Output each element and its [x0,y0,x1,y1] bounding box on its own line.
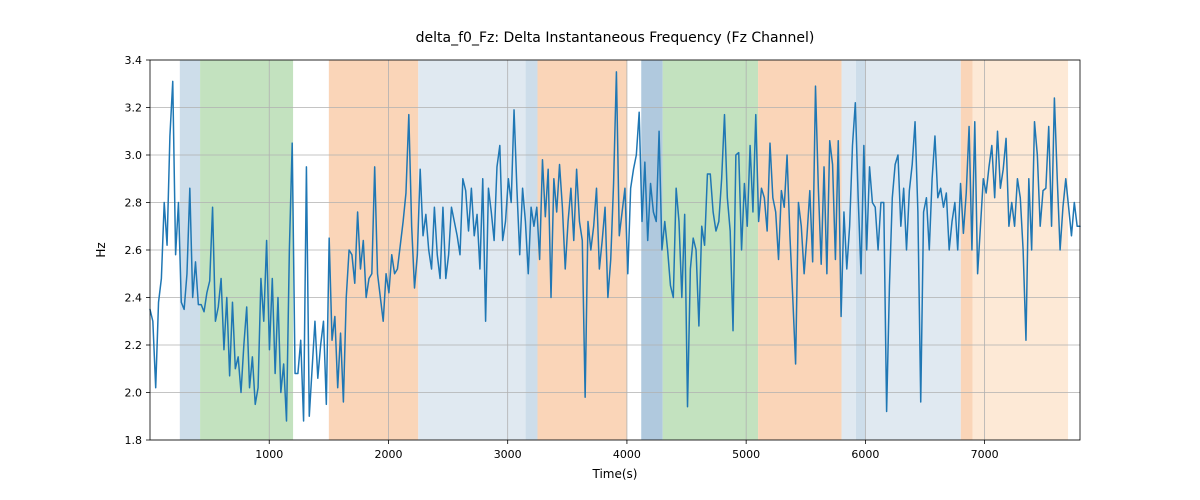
ytick-label: 2.4 [125,292,143,305]
xtick-label: 2000 [374,448,402,461]
ytick-label: 3.0 [125,149,143,162]
xtick-label: 4000 [613,448,641,461]
ytick-label: 3.2 [125,102,143,115]
y-axis-label: Hz [94,242,108,257]
x-axis-label: Time(s) [592,467,638,481]
chart-title: delta_f0_Fz: Delta Instantaneous Frequen… [416,30,815,46]
ytick-label: 2.6 [125,244,143,257]
xtick-label: 6000 [851,448,879,461]
ytick-label: 2.0 [125,387,143,400]
ytick-label: 1.8 [125,434,143,447]
xtick-label: 1000 [255,448,283,461]
xtick-label: 3000 [494,448,522,461]
xtick-label: 5000 [732,448,760,461]
ytick-label: 2.2 [125,339,143,352]
xtick-label: 7000 [971,448,999,461]
ytick-label: 3.4 [125,54,143,67]
ytick-label: 2.8 [125,197,143,210]
line-chart: 1000 2000 3000 4000 5000 6000 7000 1.8 2.0 2.2 2.4… [0,0,1200,500]
chart-container: 1000 2000 3000 4000 5000 6000 7000 1.8 2.0 2.2 2.4… [0,0,1200,500]
